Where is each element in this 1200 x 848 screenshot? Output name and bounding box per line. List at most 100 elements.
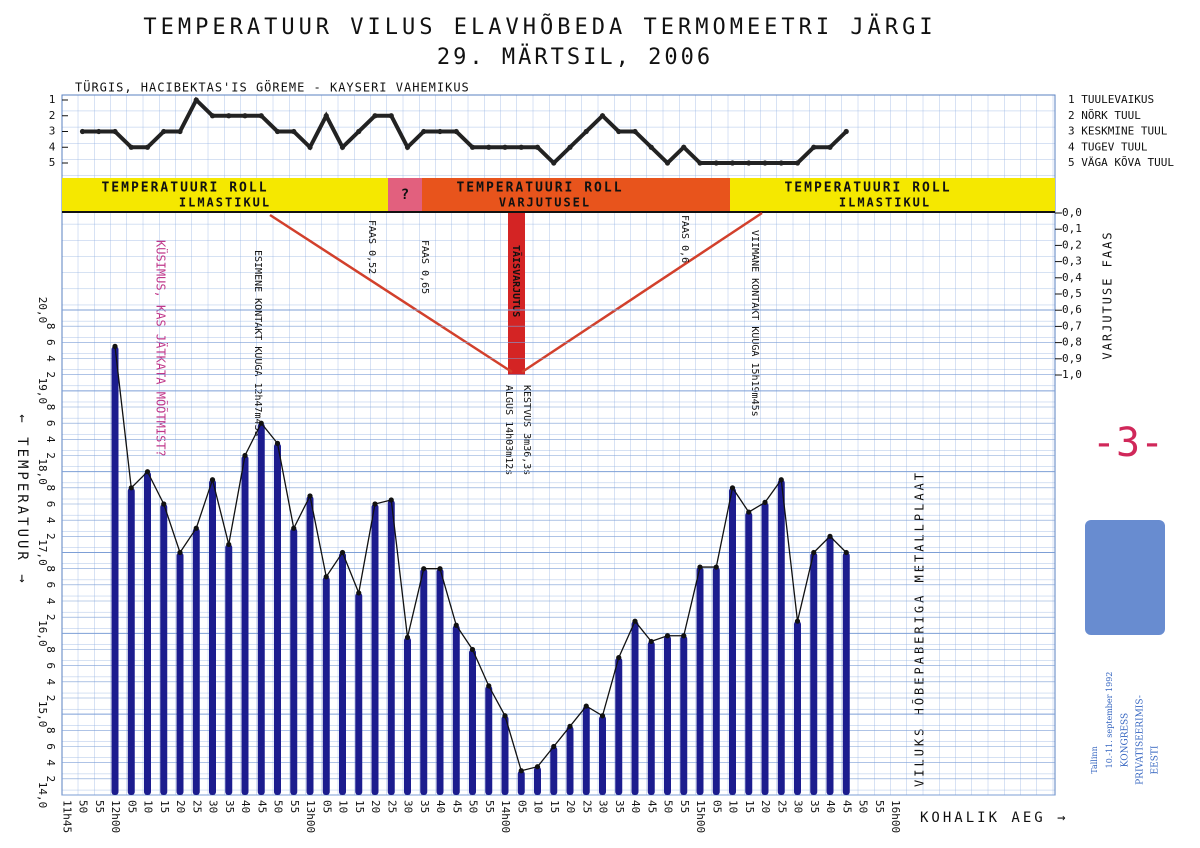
wind-line-point	[356, 128, 362, 135]
wind-line-point	[681, 144, 687, 150]
title: TEMPERATUUR VILUS ELAVHÕBEDA TERMOMEETRI…	[143, 13, 936, 40]
y-tick-label: 4	[44, 759, 57, 766]
x-tick-label: 55	[483, 800, 496, 813]
wind-line-point	[843, 128, 849, 135]
x-tick-label: 25	[775, 800, 788, 813]
wind-line-point	[258, 113, 264, 119]
y-tick-label: 18,0	[36, 458, 49, 485]
wind-line-point	[713, 160, 719, 166]
temperature-line-point	[713, 564, 719, 570]
wind-line-point	[323, 113, 329, 119]
y-tick-label: 16,0	[36, 620, 49, 647]
wind-line-point	[664, 160, 671, 166]
temperature-line	[114, 346, 847, 772]
wind-line-point	[144, 144, 151, 150]
x-tick-label: 10	[142, 800, 155, 813]
wind-tick-label: 3	[49, 125, 56, 138]
wind-line-point	[502, 144, 508, 150]
temperature-line-point	[112, 343, 118, 349]
temperature-line-point	[323, 574, 329, 580]
subtitle: 29. MÄRTSIL, 2006	[437, 44, 713, 70]
wind-line-point	[794, 160, 801, 166]
temperature-line-point	[128, 485, 134, 491]
x-tick-label: 55	[93, 800, 106, 813]
bar	[371, 504, 379, 795]
temperature-line-point	[551, 743, 557, 750]
bar	[339, 552, 346, 795]
wind-line-point	[79, 128, 86, 135]
x-tick-label: 12h00	[109, 800, 122, 833]
wind-tick-label: 5	[49, 156, 56, 169]
bar	[274, 443, 281, 795]
y-tick-label: 15,0	[36, 701, 49, 728]
wind-legend: 2 NÕRK TUUL	[1068, 109, 1141, 122]
phase-tick-label: 0,8	[1062, 336, 1082, 349]
bar	[582, 706, 590, 795]
wind-line-point	[437, 128, 443, 135]
x-tick-label: 50	[467, 800, 480, 813]
temperature-line-point	[437, 566, 443, 572]
temperature-line-point	[421, 566, 427, 572]
x-tick-label: 20	[564, 800, 577, 813]
y-axis-label: ← TEMPERATUUR →	[14, 414, 30, 585]
x-tick-label: 40	[239, 800, 252, 813]
temperature-line-point	[388, 497, 394, 503]
temperature-line-point	[372, 501, 378, 507]
annotation: TÄISVARJUTUS	[510, 245, 524, 317]
wind-line-point	[372, 113, 378, 119]
wind-line-point	[486, 144, 492, 150]
bar	[842, 552, 850, 795]
bar	[777, 479, 785, 795]
x-tick-label: 50	[77, 800, 90, 813]
wind-line-point	[632, 128, 638, 135]
temperature-line-point	[616, 654, 622, 661]
wind-line-point	[226, 113, 232, 119]
y-tick-label: 8	[44, 485, 57, 492]
annotation: VIIMANE KONTAKT KUUGA 15h19m45s	[749, 230, 760, 417]
temperature-line-point	[242, 452, 248, 459]
stamp-text: KONGRESS	[1121, 713, 1131, 767]
band-label: ILMASTIKUL	[839, 196, 931, 210]
y-tick-label: 8	[44, 646, 57, 653]
temperature-line-point	[518, 768, 524, 774]
wind-line-point	[811, 144, 817, 150]
x-tick-label: 30	[402, 800, 415, 813]
wind-line-point	[469, 144, 476, 150]
annotation: ALGUS 14h03m12s	[503, 385, 514, 475]
x-tick-label: 40	[629, 800, 642, 813]
y-tick-label: 6	[44, 743, 57, 750]
wind-line-point	[274, 128, 281, 135]
bar	[550, 746, 558, 795]
phase-tick-label: 0,4	[1062, 271, 1082, 284]
x-tick-label: 13h00	[304, 800, 317, 833]
phase-tick-label: 0,5	[1062, 287, 1082, 300]
annotation: FAAS 0,52	[366, 220, 377, 274]
temperature-line-point	[291, 525, 297, 531]
x-tick-label: 45	[645, 800, 658, 813]
x-tick-label: 35	[418, 800, 431, 813]
bar	[452, 625, 460, 795]
x-tick-label: 05	[125, 800, 138, 813]
x-tick-label: 40	[434, 800, 447, 813]
x-tick-label: 30	[792, 800, 805, 813]
stamp-text: 10.-11. september 1992	[1105, 672, 1114, 769]
temperature-line-point	[339, 549, 346, 556]
temperature-line-point	[681, 633, 687, 639]
wind-line-point	[827, 144, 833, 150]
bar	[696, 567, 704, 795]
bar	[144, 471, 151, 795]
bar	[761, 502, 769, 795]
stamp-text: Tallinn	[1090, 746, 1099, 773]
phase-line	[269, 213, 513, 374]
wind-legend: 4 TUGEV TUUL	[1068, 140, 1148, 153]
x-tick-label: 20	[369, 800, 382, 813]
bar	[647, 641, 655, 795]
wind-legend: 5 VÄGA KÕVA TUUL	[1068, 156, 1174, 169]
phase-axis-label: VARJUTUSE FAAS	[1101, 230, 1115, 359]
wind-line-point	[404, 144, 411, 150]
temperature-line-point	[664, 633, 671, 639]
x-tick-label: 10	[727, 800, 740, 813]
y-tick-label: 4	[44, 517, 57, 524]
bar	[306, 495, 314, 795]
x-tick-label: 30	[597, 800, 610, 813]
